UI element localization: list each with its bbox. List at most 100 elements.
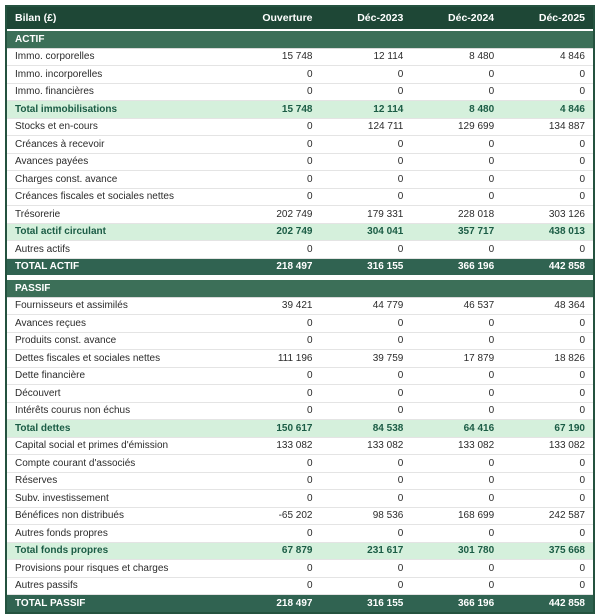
cell-value: 0 xyxy=(229,384,321,403)
cell-value: 4 846 xyxy=(502,48,593,66)
cell-value: 18 826 xyxy=(502,349,593,368)
cell-value: 218 497 xyxy=(229,594,321,612)
balance-sheet-table: Bilan (£) Ouverture Déc-2023 Déc-2024 Dé… xyxy=(7,7,593,612)
cell-value: 0 xyxy=(502,153,593,171)
table-row: Trésorerie 202 749 179 331 228 018 303 126 xyxy=(7,205,593,224)
table-row: Charges const. avance 0 0 0 0 xyxy=(7,170,593,189)
cell-value: 133 082 xyxy=(411,437,503,455)
cell-value: 0 xyxy=(502,188,593,206)
cell-value: 0 xyxy=(320,314,412,333)
table-title: Bilan (£) xyxy=(7,7,230,31)
row-label: TOTAL PASSIF xyxy=(7,594,230,612)
cell-value: 0 xyxy=(502,135,593,154)
cell-value: 150 617 xyxy=(229,419,321,438)
cell-value: 133 082 xyxy=(320,437,412,455)
cell-value: 0 xyxy=(502,559,593,578)
cell-value: 0 xyxy=(411,454,503,473)
cell-value: 12 114 xyxy=(320,48,412,66)
cell-value: 0 xyxy=(411,135,503,154)
cell-value: 179 331 xyxy=(320,205,412,224)
cell-value: 67 879 xyxy=(229,542,321,560)
row-label: Immo. incorporelles xyxy=(7,65,230,84)
cell-value: 0 xyxy=(502,577,593,595)
row-label: Autres actifs xyxy=(7,240,230,259)
cell-value: 0 xyxy=(411,402,503,420)
cell-value: 0 xyxy=(411,314,503,333)
cell-value: 0 xyxy=(502,489,593,508)
cell-value: 0 xyxy=(411,577,503,595)
table-row: Autres fonds propres 0 0 0 0 xyxy=(7,524,593,543)
cell-value: 39 759 xyxy=(320,349,412,368)
column-header-dec-2024: Déc-2024 xyxy=(411,7,503,31)
cell-value: 0 xyxy=(502,314,593,333)
row-label: Total immobilisations xyxy=(7,100,230,119)
table-row: Fournisseurs et assimilés 39 421 44 779 46 … xyxy=(7,297,593,315)
cell-value: 8 480 xyxy=(411,48,503,66)
table-row: Créances fiscales et sociales nettes 0 0 0 0 xyxy=(7,188,593,206)
cell-value: 442 858 xyxy=(502,258,593,275)
cell-value: 124 711 xyxy=(320,118,412,136)
cell-value: 129 699 xyxy=(411,118,503,136)
row-label: Créances à recevoir xyxy=(7,135,230,154)
cell-value: 0 xyxy=(229,135,321,154)
table-row: Provisions pour risques et charges 0 0 0 0 xyxy=(7,559,593,578)
cell-value: 0 xyxy=(411,367,503,385)
cell-value: 64 416 xyxy=(411,419,503,438)
cell-value: 84 538 xyxy=(320,419,412,438)
cell-value: 168 699 xyxy=(411,507,503,525)
cell-value: 0 xyxy=(411,83,503,101)
row-label: Total fonds propres xyxy=(7,542,230,560)
cell-value: 357 717 xyxy=(411,223,503,241)
table-row: Intérêts courus non échus 0 0 0 0 xyxy=(7,402,593,420)
cell-value: 0 xyxy=(411,489,503,508)
cell-value: 0 xyxy=(502,170,593,189)
row-label: Immo. financières xyxy=(7,83,230,101)
table-row: Compte courant d'associés 0 0 0 0 xyxy=(7,454,593,473)
cell-value: 0 xyxy=(320,367,412,385)
table-row: Découvert 0 0 0 0 xyxy=(7,384,593,403)
cell-value: 0 xyxy=(229,367,321,385)
row-label: TOTAL ACTIF xyxy=(7,258,230,275)
row-label: Charges const. avance xyxy=(7,170,230,189)
table-row: Dette financière 0 0 0 0 xyxy=(7,367,593,385)
cell-value: 134 887 xyxy=(502,118,593,136)
cell-value: 15 748 xyxy=(229,48,321,66)
cell-value: 0 xyxy=(411,240,503,259)
cell-value: 0 xyxy=(320,559,412,578)
row-label: Fournisseurs et assimilés xyxy=(7,297,230,315)
table-row: Avances reçues 0 0 0 0 xyxy=(7,314,593,333)
cell-value: 67 190 xyxy=(502,419,593,438)
cell-value: 0 xyxy=(229,577,321,595)
column-header-dec-2023: Déc-2023 xyxy=(320,7,412,31)
row-label: Bénéfices non distribués xyxy=(7,507,230,525)
row-label: Avances reçues xyxy=(7,314,230,333)
cell-value: 0 xyxy=(320,240,412,259)
cell-value: 0 xyxy=(502,240,593,259)
cell-value: 0 xyxy=(320,83,412,101)
cell-value: 0 xyxy=(229,559,321,578)
cell-value: 0 xyxy=(502,454,593,473)
row-label: Découvert xyxy=(7,384,230,403)
row-label: Réserves xyxy=(7,472,230,490)
table-row: Total actif circulant 202 749 304 041 357 7… xyxy=(7,223,593,241)
row-label: Trésorerie xyxy=(7,205,230,224)
cell-value: 0 xyxy=(502,65,593,84)
section-header-row-actif: ACTIF xyxy=(7,30,593,49)
row-label: Avances payées xyxy=(7,153,230,171)
section-header-row-passif: PASSIF xyxy=(7,280,593,298)
cell-value: 48 364 xyxy=(502,297,593,315)
table-row: Réserves 0 0 0 0 xyxy=(7,472,593,490)
cell-value: 316 155 xyxy=(320,594,412,612)
row-label: Compte courant d'associés xyxy=(7,454,230,473)
cell-value: 0 xyxy=(229,472,321,490)
cell-value: 0 xyxy=(320,332,412,350)
cell-value: 218 497 xyxy=(229,258,321,275)
cell-value: 242 587 xyxy=(502,507,593,525)
cell-value: 4 846 xyxy=(502,100,593,119)
cell-value: 0 xyxy=(320,384,412,403)
table-row: Immo. corporelles 15 748 12 114 8 480 4 846 xyxy=(7,48,593,66)
row-label: Total actif circulant xyxy=(7,223,230,241)
cell-value: 0 xyxy=(229,188,321,206)
row-label: Créances fiscales et sociales nettes xyxy=(7,188,230,206)
cell-value: 301 780 xyxy=(411,542,503,560)
